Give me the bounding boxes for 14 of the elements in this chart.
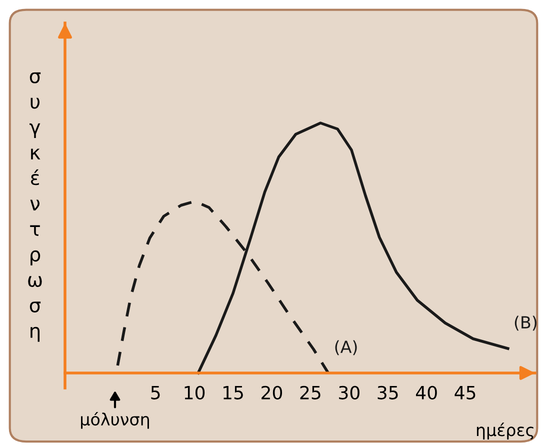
x-tick-label: 20 — [262, 386, 282, 400]
x-tick-label: 30 — [339, 386, 360, 400]
x-tick-label: 5 — [151, 386, 160, 400]
text: συγκέντρωση — [28, 72, 42, 342]
x-tick-label: 25 — [300, 386, 320, 400]
series-label: (B) — [514, 316, 536, 331]
x-tick-label: 10 — [184, 386, 205, 400]
x-tick-label: 40 — [416, 386, 437, 400]
x-tick-label: 15 — [224, 386, 243, 400]
x-axis-title: ημέρες — [476, 422, 534, 440]
series-label: (A) — [335, 340, 357, 356]
x-tick-label: 45 — [454, 386, 476, 400]
x-tick-label: 35 — [378, 386, 398, 400]
text: μόλυνση — [81, 412, 149, 429]
